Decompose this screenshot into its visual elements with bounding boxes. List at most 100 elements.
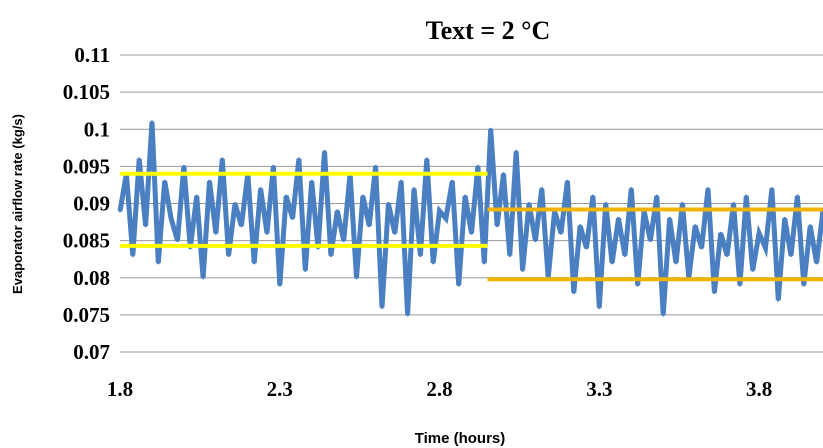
data-point-40 (374, 164, 378, 168)
data-point-95 (725, 253, 729, 257)
data-point-71 (572, 291, 576, 295)
data-point-97 (738, 283, 742, 287)
data-point-93 (712, 291, 716, 295)
data-point-23 (265, 231, 269, 235)
data-point-108 (808, 224, 812, 228)
data-point-58 (489, 127, 493, 131)
data-point-75 (597, 305, 601, 309)
data-point-3 (137, 157, 141, 161)
data-point-48 (425, 157, 429, 161)
data-point-35 (342, 239, 346, 243)
data-point-32 (323, 150, 327, 154)
data-point-17 (227, 253, 231, 257)
y-tick-label-3: 0.085 (63, 229, 110, 253)
data-point-24 (271, 164, 275, 168)
y-tick-label-6: 0.1 (84, 117, 110, 141)
data-point-99 (751, 268, 755, 272)
data-point-105 (789, 253, 793, 257)
data-point-96 (732, 202, 736, 205)
data-point-69 (559, 231, 563, 235)
data-point-106 (795, 194, 799, 198)
data-point-22 (259, 187, 263, 191)
data-point-4 (144, 224, 148, 228)
data-point-63 (521, 268, 525, 272)
data-point-28 (297, 157, 301, 161)
data-point-6 (156, 261, 160, 265)
y-tick-label-7: 0.105 (63, 80, 110, 104)
data-point-14 (207, 179, 211, 183)
data-point-101 (763, 246, 767, 250)
data-point-26 (284, 194, 288, 198)
data-point-41 (380, 305, 384, 309)
data-point-94 (719, 231, 723, 235)
data-point-79 (623, 253, 627, 257)
data-point-38 (361, 194, 365, 198)
data-point-34 (335, 209, 339, 213)
data-point-42 (386, 202, 390, 205)
data-point-77 (610, 261, 614, 265)
data-point-50 (438, 209, 442, 213)
data-point-60 (501, 172, 505, 176)
x-tick-label-4: 3.8 (746, 377, 772, 401)
x-tick-label-1: 2.3 (267, 377, 293, 401)
data-point-103 (776, 298, 780, 302)
data-point-39 (367, 224, 371, 228)
data-point-102 (770, 187, 774, 191)
data-point-107 (802, 283, 806, 287)
x-tick-label-3: 3.3 (586, 377, 612, 401)
data-point-64 (527, 202, 531, 205)
data-point-78 (616, 216, 620, 220)
data-point-91 (700, 246, 704, 250)
data-point-7 (163, 179, 167, 183)
series-line-0 (117, 121, 823, 316)
data-point-16 (220, 157, 224, 161)
data-point-5 (150, 120, 154, 124)
data-point-109 (815, 261, 819, 265)
data-point-49 (431, 261, 435, 265)
data-point-76 (604, 202, 608, 205)
data-point-66 (540, 187, 544, 191)
chart-title: Text = 2 °C (426, 16, 551, 45)
data-point-88 (680, 202, 684, 205)
data-point-83 (648, 239, 652, 243)
data-point-37 (354, 276, 358, 280)
y-tick-label-4: 0.09 (73, 192, 110, 216)
data-point-9 (176, 239, 180, 243)
data-point-104 (783, 216, 787, 220)
data-point-33 (329, 253, 333, 257)
data-point-21 (252, 261, 256, 265)
reference-lines (120, 171, 823, 282)
data-point-18 (233, 202, 237, 205)
x-tick-label-2: 2.8 (426, 377, 452, 401)
y-tick-labels: 0.07 0.075 0.08 0.085 0.09 0.095 0.1 0.105 0.11 (63, 43, 110, 364)
data-point-80 (629, 187, 633, 191)
data-point-25 (278, 283, 282, 287)
data-point-0 (118, 209, 122, 213)
data-point-19 (239, 224, 243, 228)
data-point-45 (406, 313, 410, 317)
data-point-92 (706, 187, 710, 191)
data-point-46 (412, 187, 416, 191)
x-axis-label: Time (hours) (415, 430, 506, 447)
y-tick-label-8: 0.11 (74, 43, 110, 67)
data-point-44 (399, 179, 403, 183)
data-point-52 (450, 179, 454, 183)
data-point-2 (131, 253, 135, 257)
data-point-55 (470, 231, 473, 235)
data-point-72 (578, 224, 582, 228)
data-point-65 (533, 239, 537, 243)
data-point-27 (291, 216, 295, 220)
y-tick-label-1: 0.075 (63, 303, 110, 327)
data-point-73 (585, 246, 589, 250)
data-point-29 (303, 268, 307, 272)
data-point-43 (393, 231, 397, 235)
data-point-53 (457, 283, 461, 287)
data-point-54 (463, 194, 467, 198)
data-point-30 (310, 179, 314, 183)
data-point-84 (655, 194, 659, 198)
data-point-90 (693, 224, 697, 228)
data-point-12 (195, 194, 199, 198)
x-tick-labels: 1.8 2.3 2.8 3.3 3.8 (107, 377, 772, 401)
data-point-81 (636, 283, 640, 287)
